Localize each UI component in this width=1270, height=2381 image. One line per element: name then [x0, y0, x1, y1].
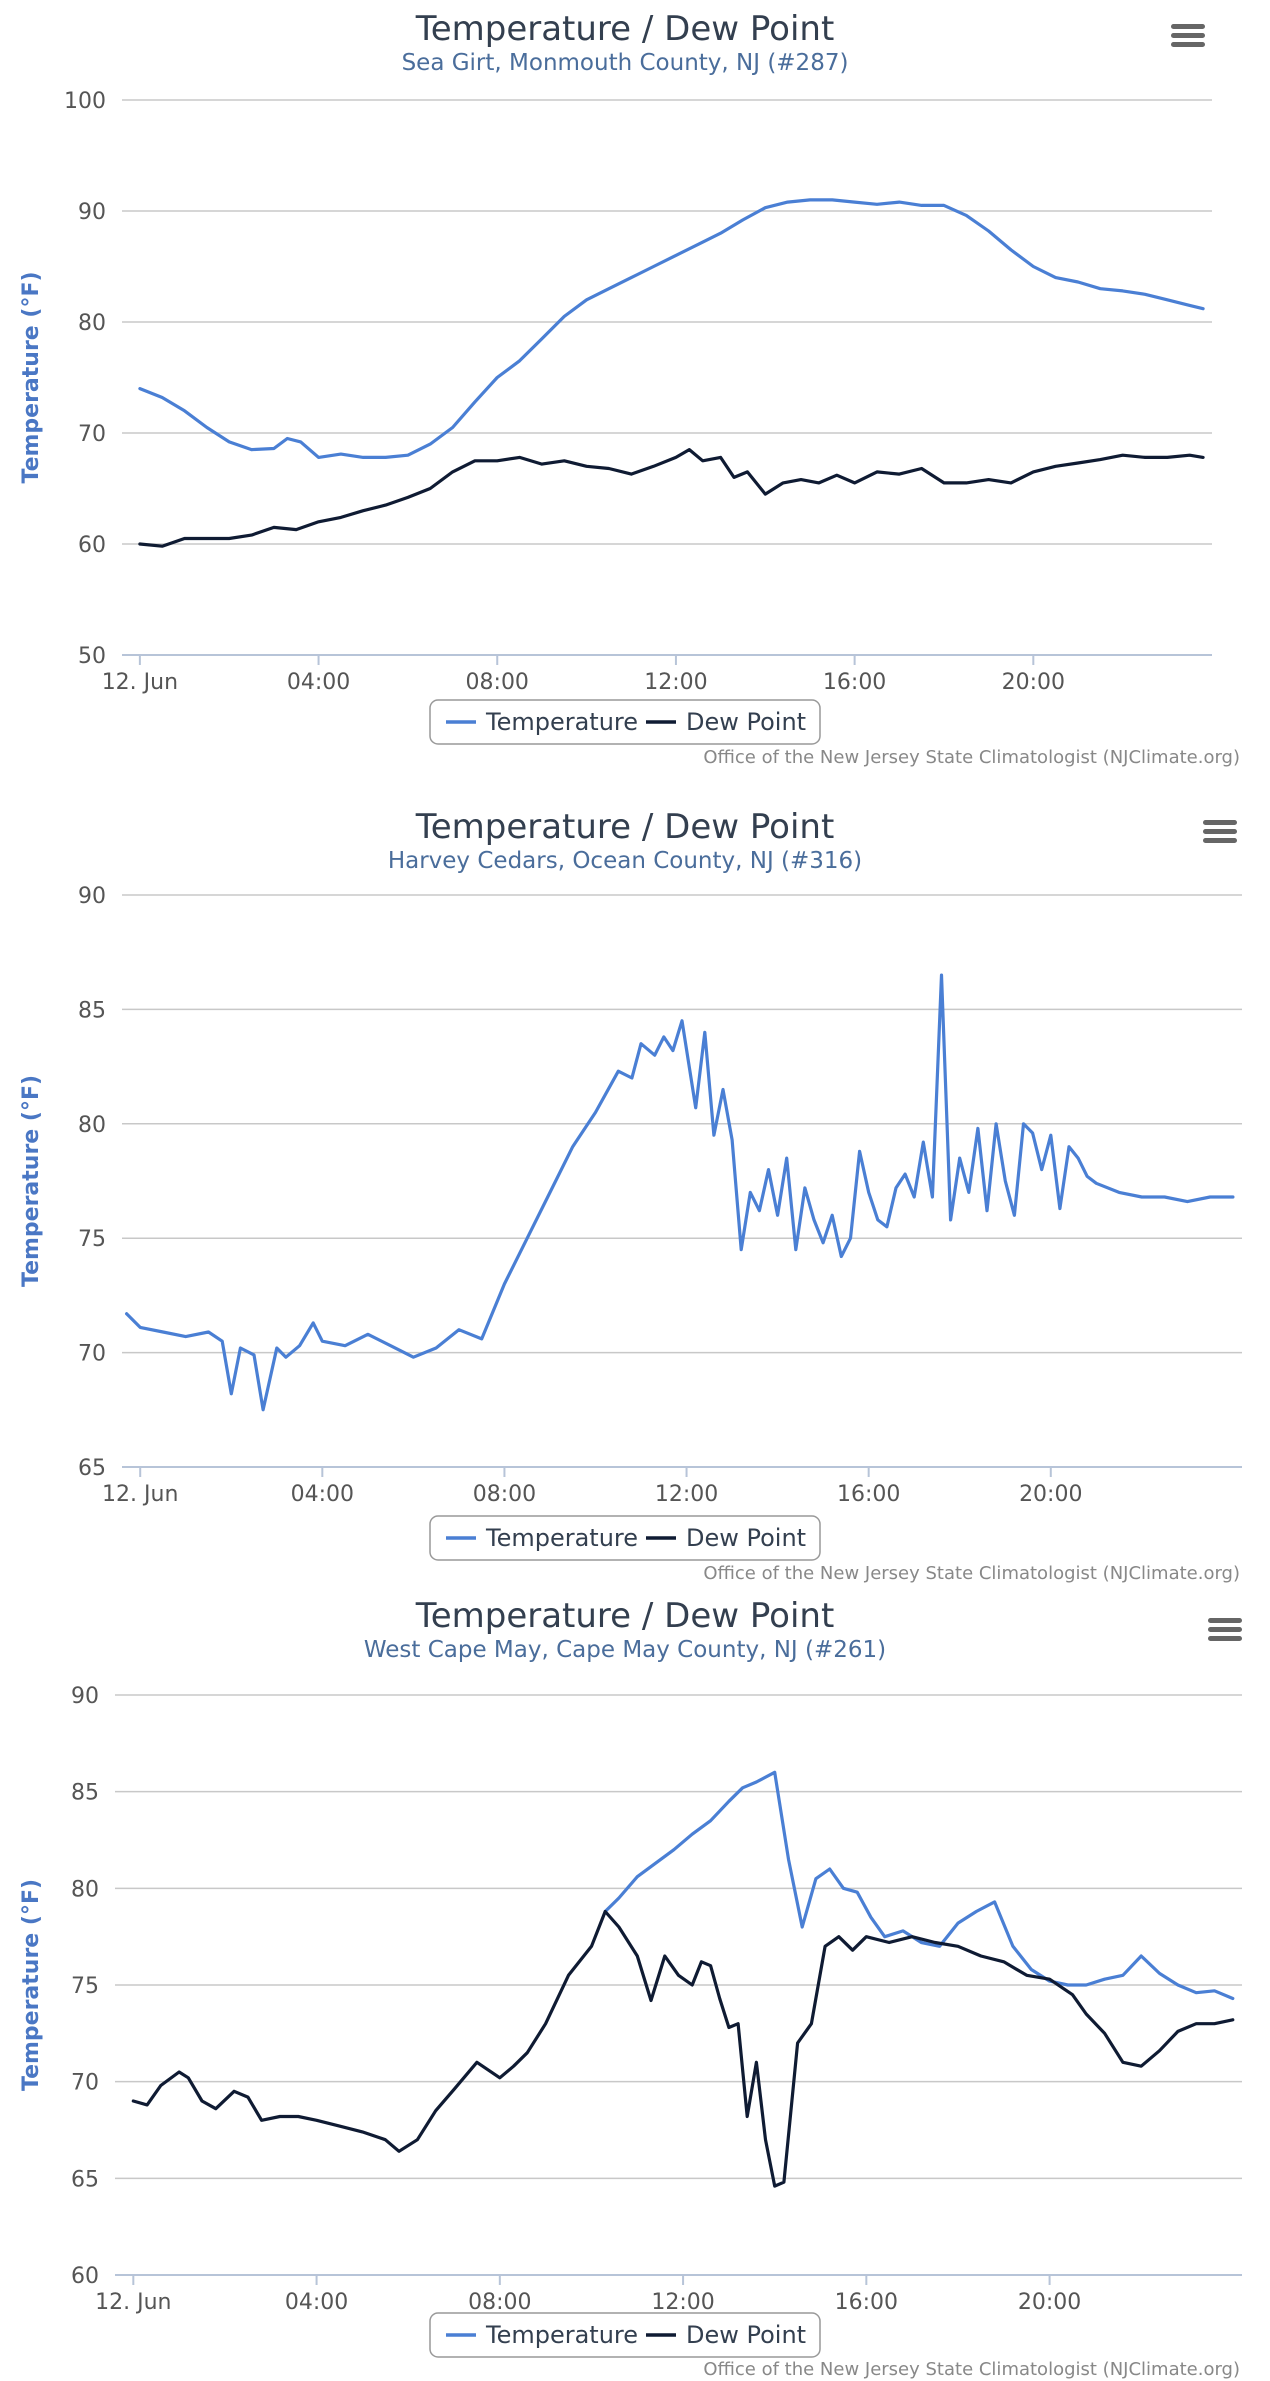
legend: Temperature Dew Point — [429, 2312, 821, 2358]
x-tick-label: 04:00 — [285, 2290, 348, 2315]
chart-credit[interactable]: Office of the New Jersey State Climatolo… — [703, 1563, 1240, 1584]
x-tick-label: 04:00 — [291, 1482, 354, 1507]
x-tick-label: 12:00 — [644, 670, 707, 695]
x-tick-label: 20:00 — [1002, 670, 1065, 695]
y-tick-label: 60 — [71, 2264, 99, 2289]
y-tick-label: 90 — [78, 200, 106, 225]
y-tick-label: 80 — [71, 1877, 99, 1902]
y-tick-label: 70 — [78, 422, 106, 447]
hamburger-menu-icon[interactable] — [1203, 1612, 1247, 1646]
chart-title: Temperature / Dew Point — [415, 9, 835, 49]
x-tick-label: 12:00 — [651, 2290, 714, 2315]
hamburger-menu-icon[interactable] — [1166, 18, 1210, 52]
x-tick-label: 08:00 — [466, 670, 529, 695]
y-tick-label: 85 — [71, 1781, 99, 1806]
legend-item-temperature[interactable]: Temperature — [446, 708, 638, 736]
chart-panel-sea-girt: Temperature / Dew Point Sea Girt, Monmout… — [0, 0, 1270, 790]
dew-point-series-line[interactable] — [131, 1909, 1235, 2188]
x-tick-label: 12. Jun — [102, 670, 178, 695]
y-tick-label: 80 — [78, 311, 106, 336]
x-tick-label: 04:00 — [287, 670, 350, 695]
chart-credit[interactable]: Office of the New Jersey State Climatolo… — [703, 747, 1240, 768]
y-tick-label: 65 — [78, 1456, 106, 1481]
y-tick-label: 50 — [78, 644, 106, 669]
legend-item-temperature[interactable]: Temperature — [446, 1524, 638, 1552]
chart-panel-harvey-cedars: Temperature / Dew Point Harvey Cedars, Oc… — [0, 790, 1270, 1585]
legend: Temperature Dew Point — [429, 699, 821, 745]
x-tick-label: 16:00 — [835, 2290, 898, 2315]
legend-label: Temperature — [485, 2321, 638, 2349]
chart-credit[interactable]: Office of the New Jersey State Climatolo… — [703, 2359, 1240, 2380]
y-tick-label: 90 — [78, 884, 106, 909]
y-tick-label: 80 — [78, 1113, 106, 1138]
x-tick-label: 20:00 — [1019, 1482, 1082, 1507]
y-tick-label: 75 — [78, 1227, 106, 1252]
legend-label: Dew Point — [686, 708, 806, 736]
x-tick-label: 20:00 — [1018, 2290, 1081, 2315]
y-tick-label: 90 — [71, 1684, 99, 1709]
chart-title: Temperature / Dew Point — [415, 1596, 835, 1636]
x-tick-label: 16:00 — [837, 1482, 900, 1507]
y-tick-label: 70 — [71, 2071, 99, 2096]
chart-subtitle: Sea Girt, Monmouth County, NJ (#287) — [402, 50, 849, 76]
x-tick-label: 08:00 — [468, 2290, 531, 2315]
temperature-series-line[interactable] — [138, 198, 1205, 459]
legend: Temperature Dew Point — [429, 1515, 821, 1561]
x-tick-label: 12. Jun — [95, 2290, 171, 2315]
x-tick-label: 16:00 — [823, 670, 886, 695]
legend-item-dew-point[interactable]: Dew Point — [646, 708, 806, 736]
temperature-series-line[interactable] — [125, 973, 1235, 1412]
temperature-series-line[interactable] — [603, 1770, 1235, 2001]
x-tick-label: 12. Jun — [102, 1482, 178, 1507]
y-tick-label: 70 — [78, 1342, 106, 1367]
y-tick-label: 85 — [78, 998, 106, 1023]
x-tick-label: 08:00 — [473, 1482, 536, 1507]
y-tick-label: 75 — [71, 1974, 99, 1999]
y-tick-label: 100 — [64, 89, 106, 114]
legend-item-temperature[interactable]: Temperature — [446, 2321, 638, 2349]
legend-label: Dew Point — [686, 2321, 806, 2349]
chart-subtitle: Harvey Cedars, Ocean County, NJ (#316) — [388, 848, 862, 874]
y-axis-label: Temperature (°F) — [19, 271, 44, 483]
legend-label: Temperature — [485, 708, 638, 736]
y-axis-label: Temperature (°F) — [19, 1879, 44, 2091]
chart-panel-west-cape-may: Temperature / Dew Point West Cape May, Ca… — [0, 1585, 1270, 2381]
legend-item-dew-point[interactable]: Dew Point — [646, 2321, 806, 2349]
chart-title: Temperature / Dew Point — [415, 807, 835, 847]
y-tick-label: 65 — [71, 2167, 99, 2192]
legend-item-dew-point[interactable]: Dew Point — [646, 1524, 806, 1552]
y-axis-label: Temperature (°F) — [19, 1075, 44, 1287]
hamburger-menu-icon[interactable] — [1198, 814, 1242, 848]
legend-label: Dew Point — [686, 1524, 806, 1552]
chart-subtitle: West Cape May, Cape May County, NJ (#261… — [364, 1637, 886, 1663]
x-tick-label: 12:00 — [655, 1482, 718, 1507]
legend-label: Temperature — [485, 1524, 638, 1552]
y-tick-label: 60 — [78, 533, 106, 558]
dew-point-series-line[interactable] — [138, 448, 1205, 548]
